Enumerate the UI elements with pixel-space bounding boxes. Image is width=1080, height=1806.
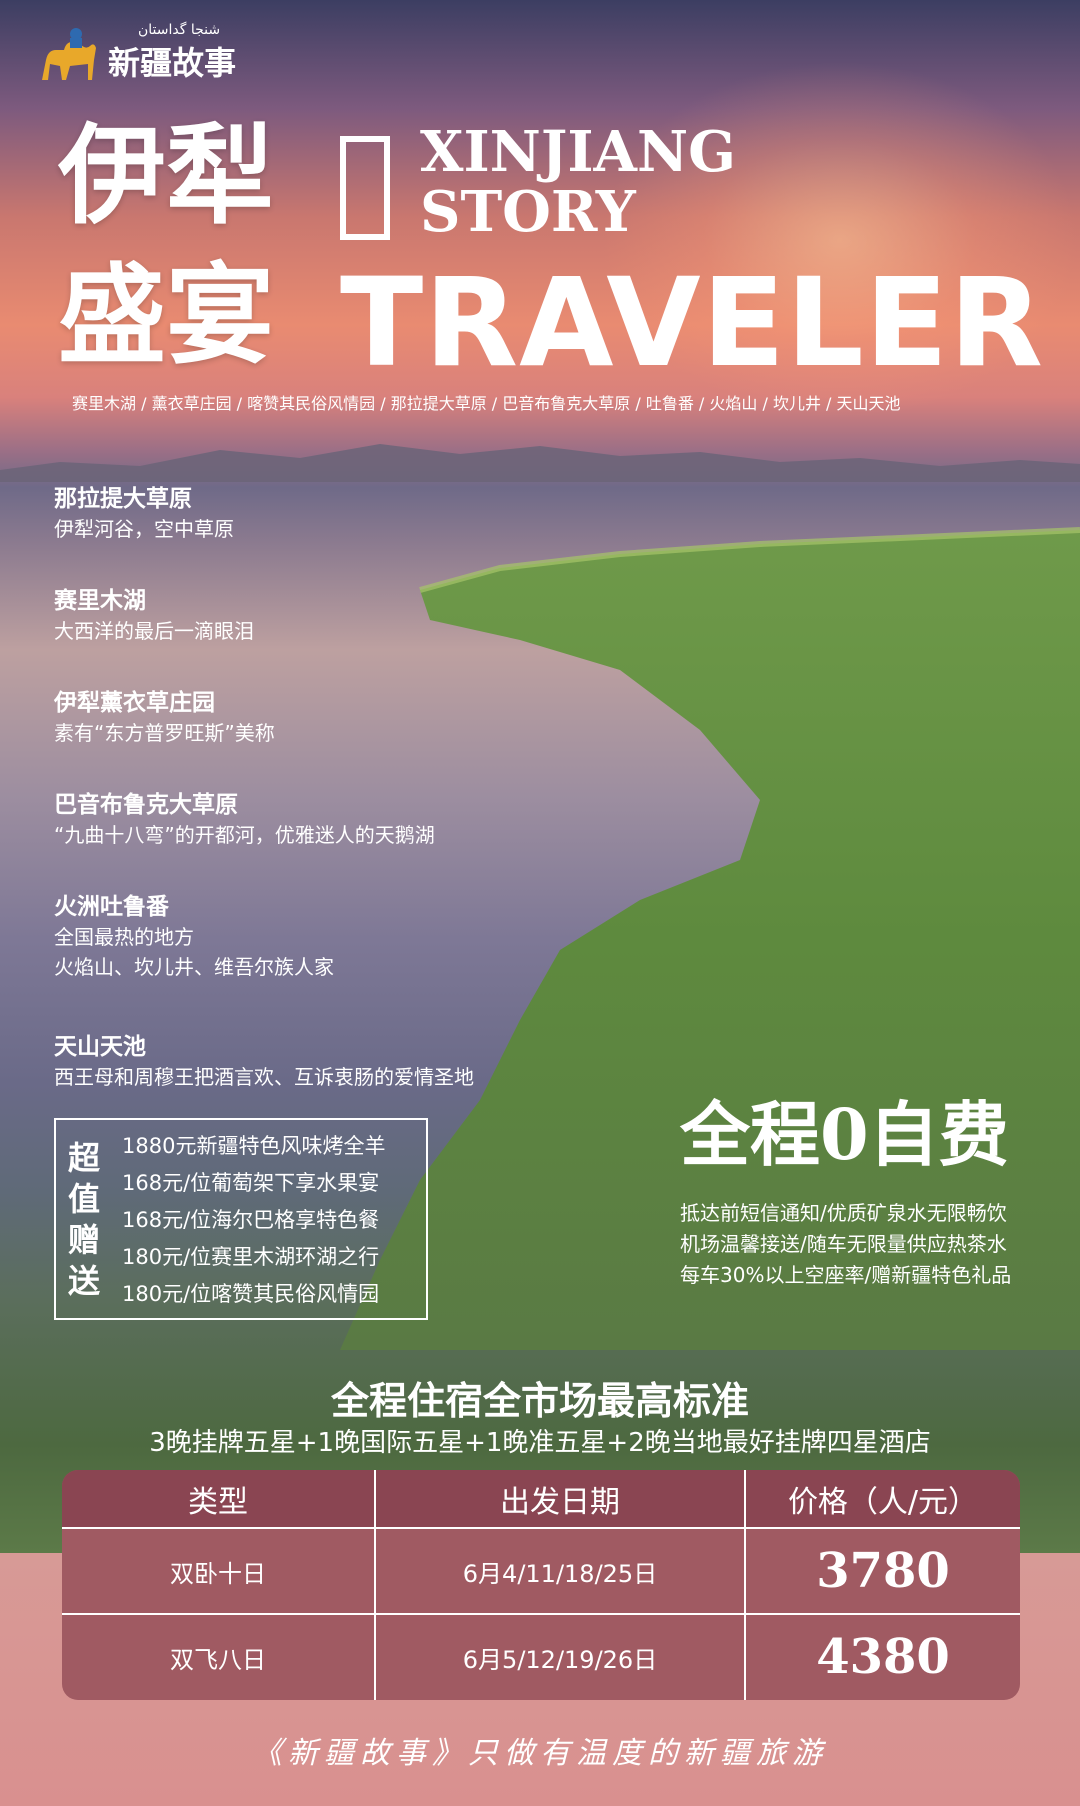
price-table: 类型 出发日期 价格（人/元） 双卧十日 6月4/11/18/25日 3780 …	[62, 1470, 1020, 1700]
sunset-glow	[600, 60, 1080, 420]
destination-item: 火洲吐鲁番 全国最热的地方 火焰山、坎儿井、维吾尔族人家	[54, 892, 334, 982]
destination-item: 赛里木湖 大西洋的最后一滴眼泪	[54, 586, 254, 646]
slogan: 《新疆故事》只做有温度的新疆旅游	[252, 1736, 828, 1771]
destination-desc: “九曲十八弯”的开都河，优雅迷人的天鹅湖	[54, 823, 435, 847]
traveler-title: TRAVELER	[340, 252, 1045, 394]
header-type: 类型	[188, 1485, 248, 1520]
destination-name: 天山天池	[54, 1034, 146, 1060]
title-box-glyph	[340, 136, 390, 240]
row-dates: 6月4/11/18/25日	[374, 1528, 744, 1614]
brand-logo: شنجا گداستان 新疆故事	[36, 20, 236, 90]
gift-box: 超值赠送 1880元新疆特色风味烤全羊 168元/位葡萄架下享水果宴 168元/…	[54, 1118, 428, 1320]
service-list: 抵达前短信通知/优质矿泉水无限畅饮 机场温馨接送/随车无限量供应热茶水 每车30…	[680, 1198, 1011, 1291]
destination-desc: 大西洋的最后一滴眼泪	[54, 619, 254, 643]
destination-desc: 全国最热的地方	[54, 925, 194, 949]
english-title: XINJIANG STORY	[420, 122, 736, 242]
mountain-range	[0, 444, 1080, 482]
table-divider	[62, 1527, 1020, 1529]
destination-item: 天山天池 西王母和周穆王把酒言欢、互诉衷肠的爱情圣地	[54, 1032, 474, 1092]
gift-label: 超值赠送	[67, 1139, 100, 1300]
destination-item: 巴音布鲁克大草原 “九曲十八弯”的开都河，优雅迷人的天鹅湖	[54, 790, 435, 850]
hotel-subtitle: 3晚挂牌五星+1晚国际五星+1晚准五星+2晚当地最好挂牌四星酒店	[149, 1428, 931, 1458]
row-price: 4380	[744, 1614, 1020, 1700]
grass-shore	[340, 527, 1080, 1350]
table-divider	[62, 1613, 1020, 1615]
row-type: 双飞八日	[170, 1645, 266, 1674]
gift-item: 180元/位喀赞其民俗风情园	[122, 1282, 380, 1306]
gift-item: 180元/位赛里木湖环湖之行	[122, 1245, 380, 1269]
destination-desc: 素有“东方普罗旺斯”美称	[54, 721, 275, 745]
row-price: 3780	[744, 1528, 1020, 1614]
table-header: 类型 出发日期 价格（人/元）	[62, 1470, 1020, 1528]
destination-name: 巴音布鲁克大草原	[54, 792, 238, 818]
service-line: 每车30%以上空座率/赠新疆特色礼品	[680, 1263, 1012, 1287]
destination-name: 伊犁薰衣草庄园	[54, 690, 215, 716]
destination-desc: 火焰山、坎儿井、维吾尔族人家	[54, 955, 334, 979]
header-price: 价格（人/元）	[744, 1470, 1020, 1528]
row-dates: 6月5/12/19/26日	[374, 1614, 744, 1700]
places-list: 赛里木湖 / 薰衣草庄园 / 喀赞其民俗风情园 / 那拉提大草原 / 巴音布鲁克…	[72, 394, 901, 413]
destination-desc: 西王母和周穆王把酒言欢、互诉衷肠的爱情圣地	[54, 1065, 474, 1089]
destination-item: 伊犁薰衣草庄园 素有“东方普罗旺斯”美称	[54, 688, 275, 748]
title-line-1: 伊犁	[58, 113, 275, 239]
table-row: 双卧十日 6月4/11/18/25日 3780	[62, 1528, 1020, 1614]
destination-name: 那拉提大草原	[54, 486, 192, 512]
logo-name: 新疆故事	[108, 44, 237, 82]
title-line-2: 盛宴	[58, 253, 275, 379]
service-line: 机场温馨接送/随车无限量供应热茶水	[680, 1232, 1007, 1256]
gift-item: 168元/位葡萄架下享水果宴	[122, 1171, 380, 1195]
gift-list: 1880元新疆特色风味烤全羊 168元/位葡萄架下享水果宴 168元/位海尔巴格…	[122, 1128, 385, 1313]
destination-desc: 伊犁河谷，空中草原	[54, 517, 234, 541]
camel-icon	[42, 28, 96, 80]
destination-item: 那拉提大草原 伊犁河谷，空中草原	[54, 484, 234, 544]
destination-name: 赛里木湖	[54, 588, 146, 614]
header-date: 出发日期	[374, 1470, 744, 1528]
destination-name: 火洲吐鲁番	[54, 894, 169, 920]
row-type: 双卧十日	[170, 1559, 266, 1588]
gift-item: 1880元新疆特色风味烤全羊	[122, 1134, 386, 1158]
hotel-title: 全程住宿全市场最高标准	[330, 1379, 749, 1423]
english-title-line-1: XINJIANG	[420, 119, 736, 185]
logo-uyghur-text: شنجا گداستان	[138, 22, 221, 38]
no-extra-fee-title: 全程0自费	[680, 1093, 1009, 1176]
gift-item: 168元/位海尔巴格享特色餐	[122, 1208, 380, 1232]
english-title-line-2: STORY	[420, 179, 636, 245]
table-row: 双飞八日 6月5/12/19/26日 4380	[62, 1614, 1020, 1700]
service-line: 抵达前短信通知/优质矿泉水无限畅饮	[680, 1201, 1007, 1225]
